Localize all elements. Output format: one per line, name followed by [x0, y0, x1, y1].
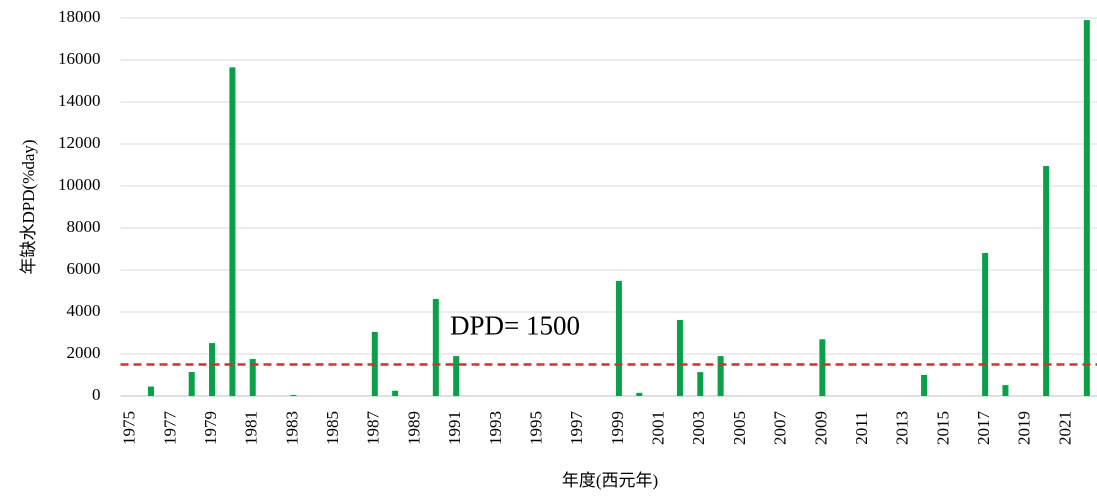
- bar: [1002, 385, 1009, 396]
- x-tick-label: 2001: [649, 411, 668, 445]
- y-tick-label: 16000: [58, 49, 101, 68]
- bar: [290, 394, 297, 396]
- x-tick-label: 1989: [404, 411, 423, 445]
- bar: [921, 375, 928, 396]
- x-tick-label: 1983: [282, 411, 301, 445]
- bar: [453, 356, 460, 396]
- x-tick-label: 1993: [486, 411, 505, 445]
- x-tick-label: 1999: [608, 411, 627, 445]
- x-tick-label: 1977: [160, 411, 179, 446]
- bar: [697, 372, 704, 396]
- x-tick-label: 1985: [323, 411, 342, 445]
- reference-label: DPD= 1500: [450, 311, 580, 341]
- bar: [1083, 20, 1090, 396]
- x-tick-label: 1975: [120, 411, 139, 445]
- bar: [819, 339, 826, 396]
- bar: [636, 392, 643, 396]
- x-tick-label: 2019: [1015, 411, 1034, 445]
- x-tick-label: 2003: [689, 411, 708, 445]
- x-tick-label: 2021: [1055, 411, 1074, 445]
- y-tick-label: 10000: [58, 175, 101, 194]
- bar: [1043, 166, 1050, 396]
- bar: [676, 319, 683, 396]
- bar: [229, 67, 236, 396]
- y-tick-label: 8000: [67, 217, 101, 236]
- x-tick-label: 2017: [974, 411, 993, 446]
- y-axis-label: 年缺水DPD(%day): [19, 139, 38, 274]
- y-tick-label: 14000: [58, 91, 101, 110]
- y-tick-label: 4000: [67, 301, 101, 320]
- bar: [717, 356, 724, 396]
- x-tick-label: 2009: [811, 411, 830, 445]
- y-tick-label: 0: [92, 385, 101, 404]
- bar: [209, 343, 216, 396]
- x-tick-label: 2011: [852, 411, 871, 444]
- x-tick-label: 1979: [201, 411, 220, 445]
- bar: [615, 280, 622, 396]
- y-tick-label: 12000: [58, 133, 101, 152]
- bar: [148, 386, 155, 396]
- x-tick-label: 1987: [364, 411, 383, 446]
- y-tick-label: 2000: [67, 343, 101, 362]
- x-tick-label: 1991: [445, 411, 464, 445]
- x-tick-label: 2005: [730, 411, 749, 445]
- y-tick-label: 6000: [67, 259, 101, 278]
- x-tick-label: 2013: [893, 411, 912, 445]
- bar: [432, 298, 439, 396]
- bar: [392, 390, 399, 396]
- bar: [249, 359, 256, 396]
- x-tick-label: 1995: [526, 411, 545, 445]
- x-tick-label: 2015: [933, 411, 952, 445]
- x-tick-label: 1997: [567, 411, 586, 446]
- y-tick-label: 18000: [58, 7, 101, 26]
- bar: [982, 252, 989, 396]
- x-tick-label: 2007: [771, 411, 790, 446]
- bar: [188, 372, 195, 396]
- x-tick-label: 1981: [242, 411, 261, 445]
- x-axis-label: 年度(西元年): [562, 471, 658, 490]
